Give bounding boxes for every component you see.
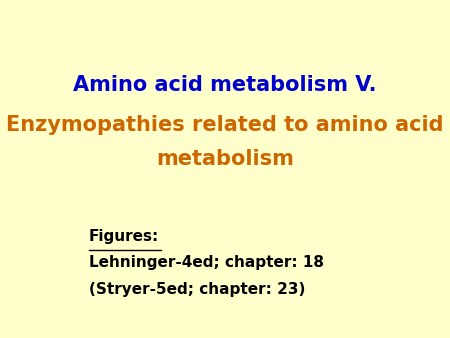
Text: Lehninger-4ed; chapter: 18: Lehninger-4ed; chapter: 18: [89, 256, 324, 270]
Text: Enzymopathies related to amino acid: Enzymopathies related to amino acid: [6, 115, 444, 136]
Text: (Stryer-5ed; chapter: 23): (Stryer-5ed; chapter: 23): [89, 282, 305, 297]
Text: metabolism: metabolism: [156, 149, 294, 169]
Text: Amino acid metabolism V.: Amino acid metabolism V.: [73, 75, 377, 95]
Text: Figures:: Figures:: [89, 228, 159, 244]
